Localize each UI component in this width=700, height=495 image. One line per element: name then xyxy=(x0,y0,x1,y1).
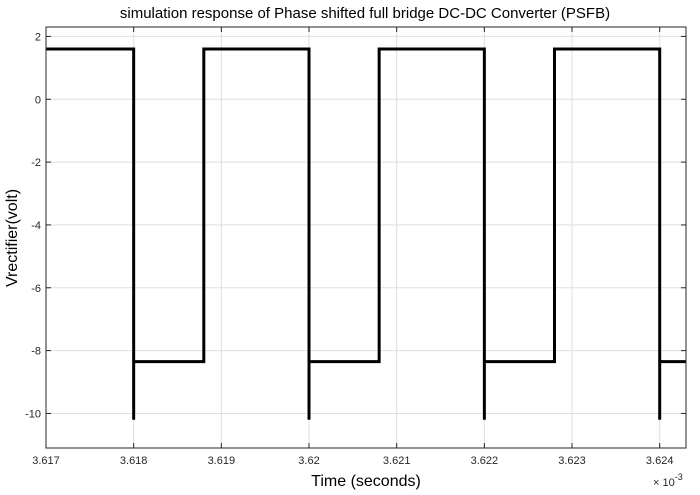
y-tick-label: -4 xyxy=(31,220,41,232)
y-tick-label: -6 xyxy=(31,283,41,295)
x-tick-label: 3.619 xyxy=(208,455,236,467)
x-tick-label: 3.622 xyxy=(471,455,499,467)
series-group xyxy=(46,47,686,420)
axes-background xyxy=(46,27,686,448)
x-tick-label: 3.623 xyxy=(558,455,586,467)
y-axis-ticks: 2 0 -2 -4 -6 -8 -10 xyxy=(25,31,686,420)
x-axis-ticks: 3.617 3.618 3.619 3.62 3.621 3.622 3.623 3.624 xyxy=(32,27,673,467)
x-tick-label: 3.624 xyxy=(646,455,674,467)
x-tick-label: 3.617 xyxy=(32,455,60,467)
x-tick-label: 3.621 xyxy=(383,455,411,467)
axes-box xyxy=(45,26,687,449)
x-axis-exponent-base: × 10 xyxy=(653,477,675,489)
series-line xyxy=(46,47,686,420)
y-tick-label: -2 xyxy=(31,157,41,169)
x-axis-label: Time (seconds) xyxy=(311,473,421,490)
x-axis-exponent-power: -3 xyxy=(675,472,683,482)
y-tick-label: -8 xyxy=(31,346,41,358)
x-axis-exponent: × 10-3 xyxy=(653,472,683,489)
y-tick-label: 2 xyxy=(35,31,41,43)
chart-title: simulation response of Phase shifted ful… xyxy=(120,5,610,22)
plot-area: 3.617 3.618 3.619 3.62 3.621 3.622 3.623 3.624 … xyxy=(25,26,687,467)
x-tick-label: 3.62 xyxy=(298,455,319,467)
y-tick-label: -10 xyxy=(25,408,41,420)
x-tick-label: 3.618 xyxy=(120,455,148,467)
y-tick-label: 0 xyxy=(35,94,41,106)
y-axis-label: Vrectifier(volt) xyxy=(4,189,21,287)
